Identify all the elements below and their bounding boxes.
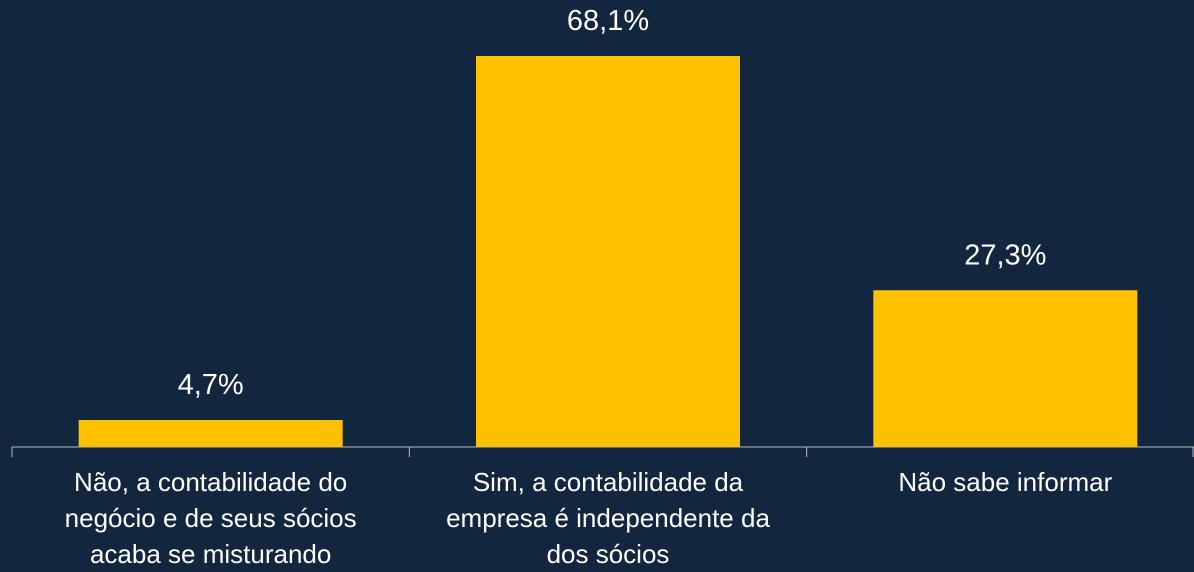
x-tick-label: Não, a contabilidade do negócio e de seu… [64, 467, 357, 569]
value-label: 68,1% [567, 5, 649, 37]
bar [873, 290, 1138, 447]
x-tick-label: Sim, a contabilidade da empresa é indepe… [446, 467, 770, 569]
value-label: 4,7% [178, 369, 244, 401]
bar [78, 420, 343, 447]
value-label: 27,3% [964, 239, 1046, 271]
bar [476, 56, 740, 447]
x-tick-label: Não sabe informar [898, 467, 1113, 497]
